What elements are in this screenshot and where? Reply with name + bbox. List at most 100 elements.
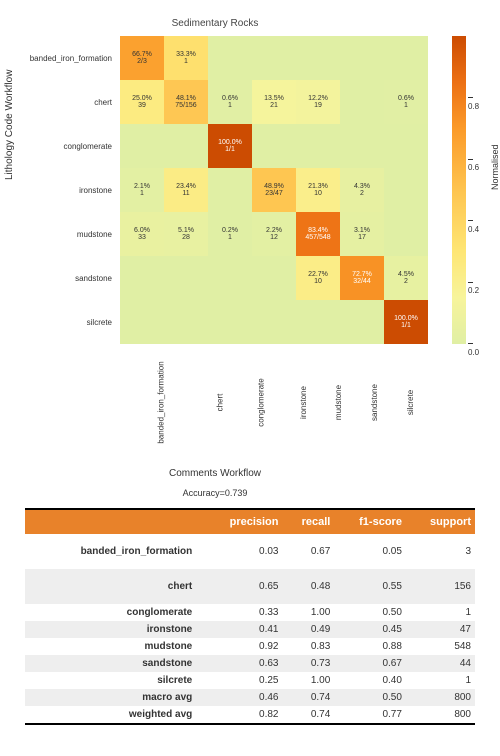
table-cell: 1 <box>406 604 475 621</box>
table-cell: 0.03 <box>202 534 282 569</box>
col-label: chert <box>202 348 237 458</box>
heatmap-cell <box>252 124 296 168</box>
heatmap-cell: 12.2%19 <box>296 80 340 124</box>
col-label: sandstone <box>356 348 393 458</box>
heatmap-cell <box>164 256 208 300</box>
table-cell: 3 <box>406 534 475 569</box>
table-cell: 0.73 <box>283 655 335 672</box>
table-row: chert0.650.480.55156 <box>25 569 475 604</box>
table-cell: 1.00 <box>283 672 335 689</box>
table-header: f1-score <box>334 509 406 534</box>
table-row: sandstone0.630.730.6744 <box>25 655 475 672</box>
heatmap-cell <box>340 300 384 344</box>
heatmap-cell: 33.3%1 <box>164 36 208 80</box>
col-label: silcrete <box>393 348 428 458</box>
table-header: recall <box>283 509 335 534</box>
row-label: conglomerate <box>0 124 116 168</box>
table-cell: 44 <box>406 655 475 672</box>
table-cell: banded_iron_formation <box>25 534 202 569</box>
heatmap-title: Sedimentary Rocks <box>0 18 430 29</box>
heatmap-row-labels: banded_iron_formationchertconglomerateir… <box>0 36 116 344</box>
table-cell: 0.83 <box>283 638 335 655</box>
heatmap-xlabel: Comments Workflow <box>0 468 430 479</box>
table-row: weighted avg0.820.740.77800 <box>25 706 475 724</box>
heatmap-col-labels: banded_iron_formationchertconglomerateir… <box>120 348 428 458</box>
table-cell: 0.88 <box>334 638 406 655</box>
heatmap-cell: 4.3%2 <box>340 168 384 212</box>
heatmap-cell: 100.0%1/1 <box>384 300 428 344</box>
table-cell: 0.50 <box>334 604 406 621</box>
heatmap-cell: 21.3%10 <box>296 168 340 212</box>
table-cell: 1 <box>406 672 475 689</box>
table-cell: 0.46 <box>202 689 282 706</box>
heatmap-cell <box>340 124 384 168</box>
colorbar-tick: 0.6 <box>468 154 479 172</box>
colorbar-title: Normalised Values <box>490 144 500 190</box>
table-header: support <box>406 509 475 534</box>
table-cell: 0.67 <box>283 534 335 569</box>
table-cell: 800 <box>406 689 475 706</box>
heatmap-cell: 25.0%39 <box>120 80 164 124</box>
heatmap-cell <box>340 80 384 124</box>
heatmap-cell <box>120 300 164 344</box>
table-cell: weighted avg <box>25 706 202 724</box>
heatmap-cell <box>384 36 428 80</box>
table-cell: 0.05 <box>334 534 406 569</box>
heatmap-cell <box>384 168 428 212</box>
table-cell: 0.74 <box>283 689 335 706</box>
table-cell: silcrete <box>25 672 202 689</box>
colorbar-tick: 0.4 <box>468 216 479 234</box>
col-label: ironstone <box>286 348 321 458</box>
heatmap-cell: 3.1%17 <box>340 212 384 256</box>
heatmap-cell: 23.4%11 <box>164 168 208 212</box>
heatmap-cell: 4.5%2 <box>384 256 428 300</box>
table-cell: chert <box>25 569 202 604</box>
heatmap-cell: 13.5%21 <box>252 80 296 124</box>
table-cell: sandstone <box>25 655 202 672</box>
table-cell: 0.63 <box>202 655 282 672</box>
heatmap-cell: 100.0%1/1 <box>208 124 252 168</box>
heatmap-cell <box>164 300 208 344</box>
row-label: mudstone <box>0 212 116 256</box>
table-row: macro avg0.460.740.50800 <box>25 689 475 706</box>
heatmap-cell: 83.4%457/548 <box>296 212 340 256</box>
table-cell: 0.92 <box>202 638 282 655</box>
table-row: ironstone0.410.490.4547 <box>25 621 475 638</box>
colorbar-tick: 0.0 <box>468 339 479 357</box>
row-label: banded_iron_formation <box>0 36 116 80</box>
table-cell: conglomerate <box>25 604 202 621</box>
heatmap-cell: 6.0%33 <box>120 212 164 256</box>
heatmap-cell: 0.2%1 <box>208 212 252 256</box>
heatmap-cell <box>252 256 296 300</box>
row-label: sandstone <box>0 256 116 300</box>
table-cell: 0.77 <box>334 706 406 724</box>
heatmap-cell <box>384 124 428 168</box>
table-row: silcrete0.251.000.401 <box>25 672 475 689</box>
heatmap-cell: 66.7%2/3 <box>120 36 164 80</box>
heatmap-cell <box>296 36 340 80</box>
table-cell: 0.65 <box>202 569 282 604</box>
table-cell: 0.48 <box>283 569 335 604</box>
table-cell: 800 <box>406 706 475 724</box>
heatmap-cell <box>208 36 252 80</box>
table-cell: 0.55 <box>334 569 406 604</box>
table-cell: mudstone <box>25 638 202 655</box>
table-cell: 0.41 <box>202 621 282 638</box>
heatmap-cell <box>252 300 296 344</box>
heatmap-cell <box>252 36 296 80</box>
heatmap-cell: 48.1%75/156 <box>164 80 208 124</box>
table-cell: 0.25 <box>202 672 282 689</box>
table-cell: 0.67 <box>334 655 406 672</box>
table-cell: 0.82 <box>202 706 282 724</box>
table-cell: 1.00 <box>283 604 335 621</box>
heatmap-cell <box>208 256 252 300</box>
metrics-table: precisionrecallf1-scoresupportbanded_iro… <box>25 508 475 725</box>
heatmap-cell: 22.7%10 <box>296 256 340 300</box>
table-cell: 548 <box>406 638 475 655</box>
table-row: banded_iron_formation0.030.670.053 <box>25 534 475 569</box>
heatmap-cell <box>164 124 208 168</box>
col-label: banded_iron_formation <box>120 348 202 458</box>
table-cell: 0.45 <box>334 621 406 638</box>
colorbar <box>452 36 466 344</box>
heatmap-cell: 0.6%1 <box>384 80 428 124</box>
